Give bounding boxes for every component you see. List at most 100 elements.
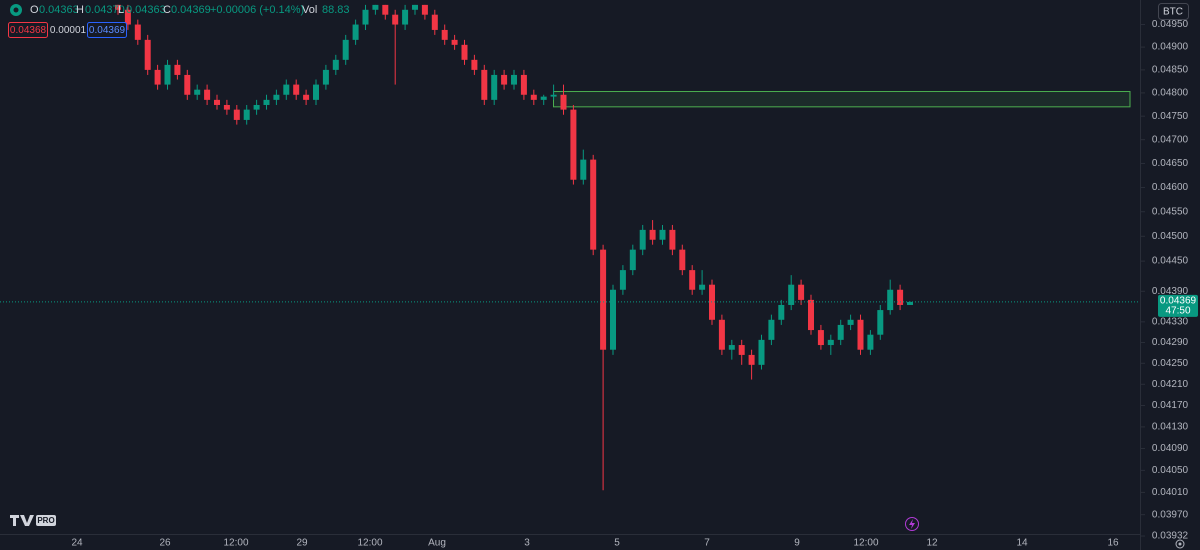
spread: 0.00001 <box>50 25 87 36</box>
candle-body <box>451 39 458 45</box>
y-tick-label: 0.04390 <box>1152 286 1189 297</box>
candle-body <box>857 319 864 350</box>
y-tick-label: 0.04250 <box>1152 358 1189 369</box>
candle-body <box>778 304 785 320</box>
flash-circle <box>905 517 919 531</box>
y-tick-label: 0.04210 <box>1152 379 1189 390</box>
flash-icon[interactable] <box>905 517 919 531</box>
y-tick-label: 0.04550 <box>1152 206 1189 217</box>
volume-label: Vol <box>302 4 317 16</box>
candle-body <box>421 4 428 15</box>
currency-button[interactable] <box>1158 3 1189 20</box>
price-axis: 0.04950 0.04900 0.04850 0.04800 0.04750 0.047… <box>71 19 1188 548</box>
candle-body <box>471 59 478 70</box>
candle-body <box>788 284 795 305</box>
x-tick-label: 3 <box>524 538 530 549</box>
y-tick-label: 0.04700 <box>1152 134 1189 145</box>
candle-body <box>837 324 844 340</box>
candle-body <box>164 64 171 85</box>
candle-body <box>887 289 894 311</box>
x-tick-label: 5 <box>614 538 620 549</box>
candle-body <box>491 74 498 100</box>
candle-body <box>273 94 280 100</box>
sell-price: 0.04368 <box>10 25 47 36</box>
candle-body <box>798 284 805 300</box>
x-tick-label: 12:00 <box>223 538 248 549</box>
y-tick-label: 0.04950 <box>1152 19 1189 30</box>
candle-body <box>223 104 230 110</box>
candle-body <box>352 24 359 40</box>
logo-badge <box>36 515 56 526</box>
logo: PRO <box>10 515 56 526</box>
candle-body <box>897 289 904 305</box>
candle-body <box>610 289 616 350</box>
candle-body <box>372 4 379 10</box>
candle-body <box>154 69 161 85</box>
currency-label: BTC <box>1163 7 1183 18</box>
logo-mark <box>10 515 34 526</box>
flash-bolt <box>909 519 915 529</box>
candle-body <box>402 9 409 25</box>
candle-body <box>303 94 310 100</box>
buy-button[interactable] <box>87 22 127 38</box>
x-tick-label: 26 <box>159 538 171 549</box>
ohlc-value: 0.04369 <box>171 4 211 16</box>
candle-body <box>520 74 527 95</box>
candle-body <box>501 74 508 85</box>
y-tick-label: 0.04750 <box>1152 111 1189 122</box>
candle-body <box>481 69 488 100</box>
y-tick-label: 0.04170 <box>1152 400 1189 411</box>
ohlc-label: L <box>118 4 124 16</box>
ohlc-label: O <box>30 4 39 16</box>
candle-body <box>530 94 537 100</box>
candle-body <box>412 4 418 10</box>
legend: O 0.04363 H 0.04370 L 0.04363 C 0.04369 … <box>10 4 350 16</box>
x-tick-label: 12:00 <box>853 538 878 549</box>
x-tick-label: Aug <box>428 538 446 549</box>
y-tick-label: 0.04600 <box>1152 182 1189 193</box>
ohlc-value: 0.04363 <box>39 4 79 16</box>
plot-area <box>0 4 1140 491</box>
settings-gear <box>1175 539 1185 549</box>
x-tick-label: 12 <box>926 538 938 549</box>
y-tick-label: 0.04500 <box>1152 231 1189 242</box>
x-tick-label: 12:00 <box>357 538 382 549</box>
ohlc-value: 0.04370 <box>85 4 125 16</box>
change-value: +0.00006 (+0.14%) <box>210 4 304 16</box>
candle-body <box>144 39 151 70</box>
candle-body <box>540 96 547 100</box>
candle-body <box>174 64 181 75</box>
candle-body <box>728 345 735 350</box>
candle-body <box>134 24 141 40</box>
y-tick-label: 0.04010 <box>1152 487 1189 498</box>
candle-body <box>560 94 567 110</box>
y-tick-label: 0.03970 <box>1152 509 1189 520</box>
settings-center <box>1178 542 1182 546</box>
candle-body <box>590 159 597 250</box>
candle-body <box>461 44 468 60</box>
y-tick-label: 0.04900 <box>1152 42 1189 53</box>
candle-body <box>233 109 240 120</box>
y-tick-label: 0.04130 <box>1152 422 1189 433</box>
candle-body <box>124 9 131 25</box>
y-tick-label: 0.04290 <box>1152 337 1189 348</box>
candle-body <box>263 99 270 105</box>
logo-text: PRO <box>37 516 54 525</box>
sell-button[interactable] <box>8 22 48 38</box>
candle-body <box>629 249 636 271</box>
candle-body <box>847 319 854 325</box>
quote-bar: 0.04368 0.00001 0.04369 <box>8 22 127 38</box>
candle-body <box>580 159 587 180</box>
settings-icon[interactable] <box>1175 539 1185 549</box>
candle-body <box>768 319 775 340</box>
candle-body <box>738 345 745 355</box>
ohlc-label: C <box>163 4 171 16</box>
candle-body <box>877 310 884 335</box>
y-tick-label: 0.03932 <box>1152 531 1189 542</box>
candle-body <box>431 14 438 30</box>
volume-value: 88.83 <box>322 4 350 16</box>
candle-body <box>332 59 339 70</box>
